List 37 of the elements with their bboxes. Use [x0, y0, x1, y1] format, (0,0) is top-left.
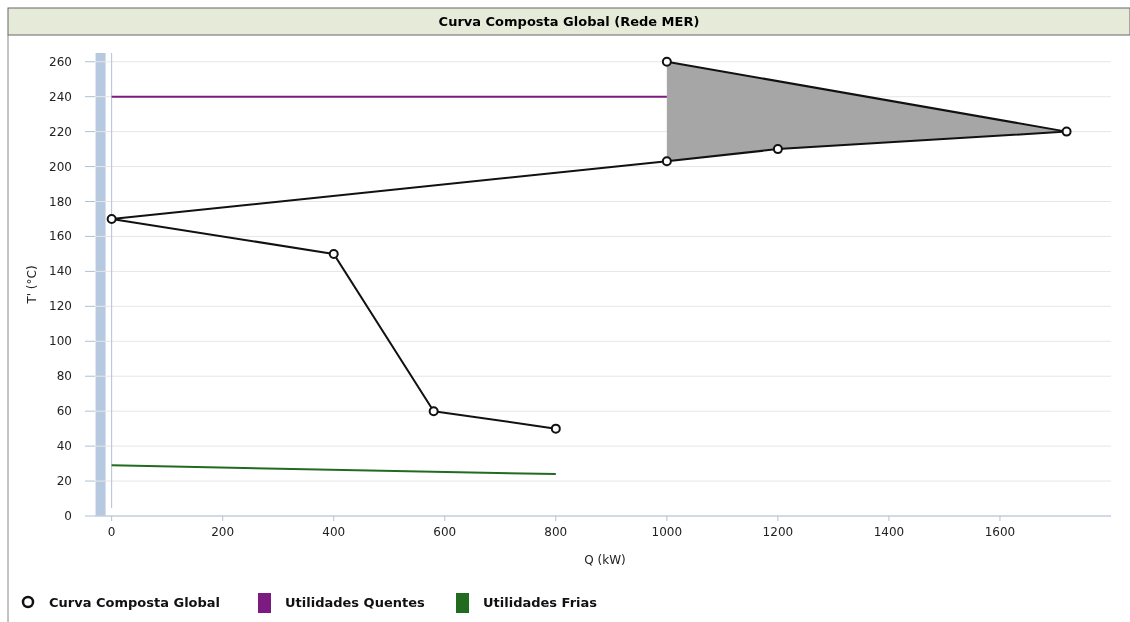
- y-tick-label: 0: [64, 509, 72, 523]
- point: [550, 423, 561, 434]
- point: [1061, 126, 1072, 137]
- point: [328, 248, 339, 259]
- x-tick-label: 200: [211, 525, 235, 539]
- point: [106, 213, 117, 224]
- point: [661, 156, 672, 167]
- legend-label: Utilidades Quentes: [285, 595, 426, 610]
- y-tick-label: 120: [49, 299, 72, 314]
- y-tick-label: 20: [56, 474, 72, 489]
- x-tick-label: 0: [107, 525, 116, 539]
- y-tick-label: 180: [49, 194, 72, 209]
- y-tick-label: 260: [49, 54, 72, 69]
- x-axis-title: Q (kW): [584, 553, 626, 567]
- point: [772, 144, 783, 155]
- x-tick-label: 1200: [762, 525, 794, 539]
- x-tick-label: 1600: [984, 525, 1016, 539]
- y-tick-label: 80: [56, 369, 72, 384]
- x-tick-label: 800: [544, 525, 568, 539]
- legend-label: Utilidades Frias: [483, 595, 598, 610]
- y-tick-label: 160: [49, 229, 72, 244]
- point: [428, 406, 439, 417]
- y-tick-label: 140: [49, 264, 72, 279]
- legend-label: Curva Composta Global: [49, 595, 221, 610]
- y-tick-label: 240: [49, 89, 72, 104]
- x-tick-label: 1000: [651, 525, 683, 539]
- y-tick-label: 100: [49, 334, 72, 349]
- y-tick-label: 40: [56, 439, 72, 454]
- point: [661, 56, 672, 67]
- y-tick-label: 200: [49, 159, 72, 174]
- x-tick-label: 400: [322, 525, 346, 539]
- y-axis-title: T' (°C): [25, 265, 39, 305]
- y-tick-label: 220: [49, 124, 72, 139]
- x-tick-label: 1400: [873, 525, 905, 539]
- chart-title: Curva Composta Global (Rede MER): [438, 14, 700, 29]
- y-tick-label: 60: [56, 404, 72, 419]
- x-tick-label: 600: [433, 525, 457, 539]
